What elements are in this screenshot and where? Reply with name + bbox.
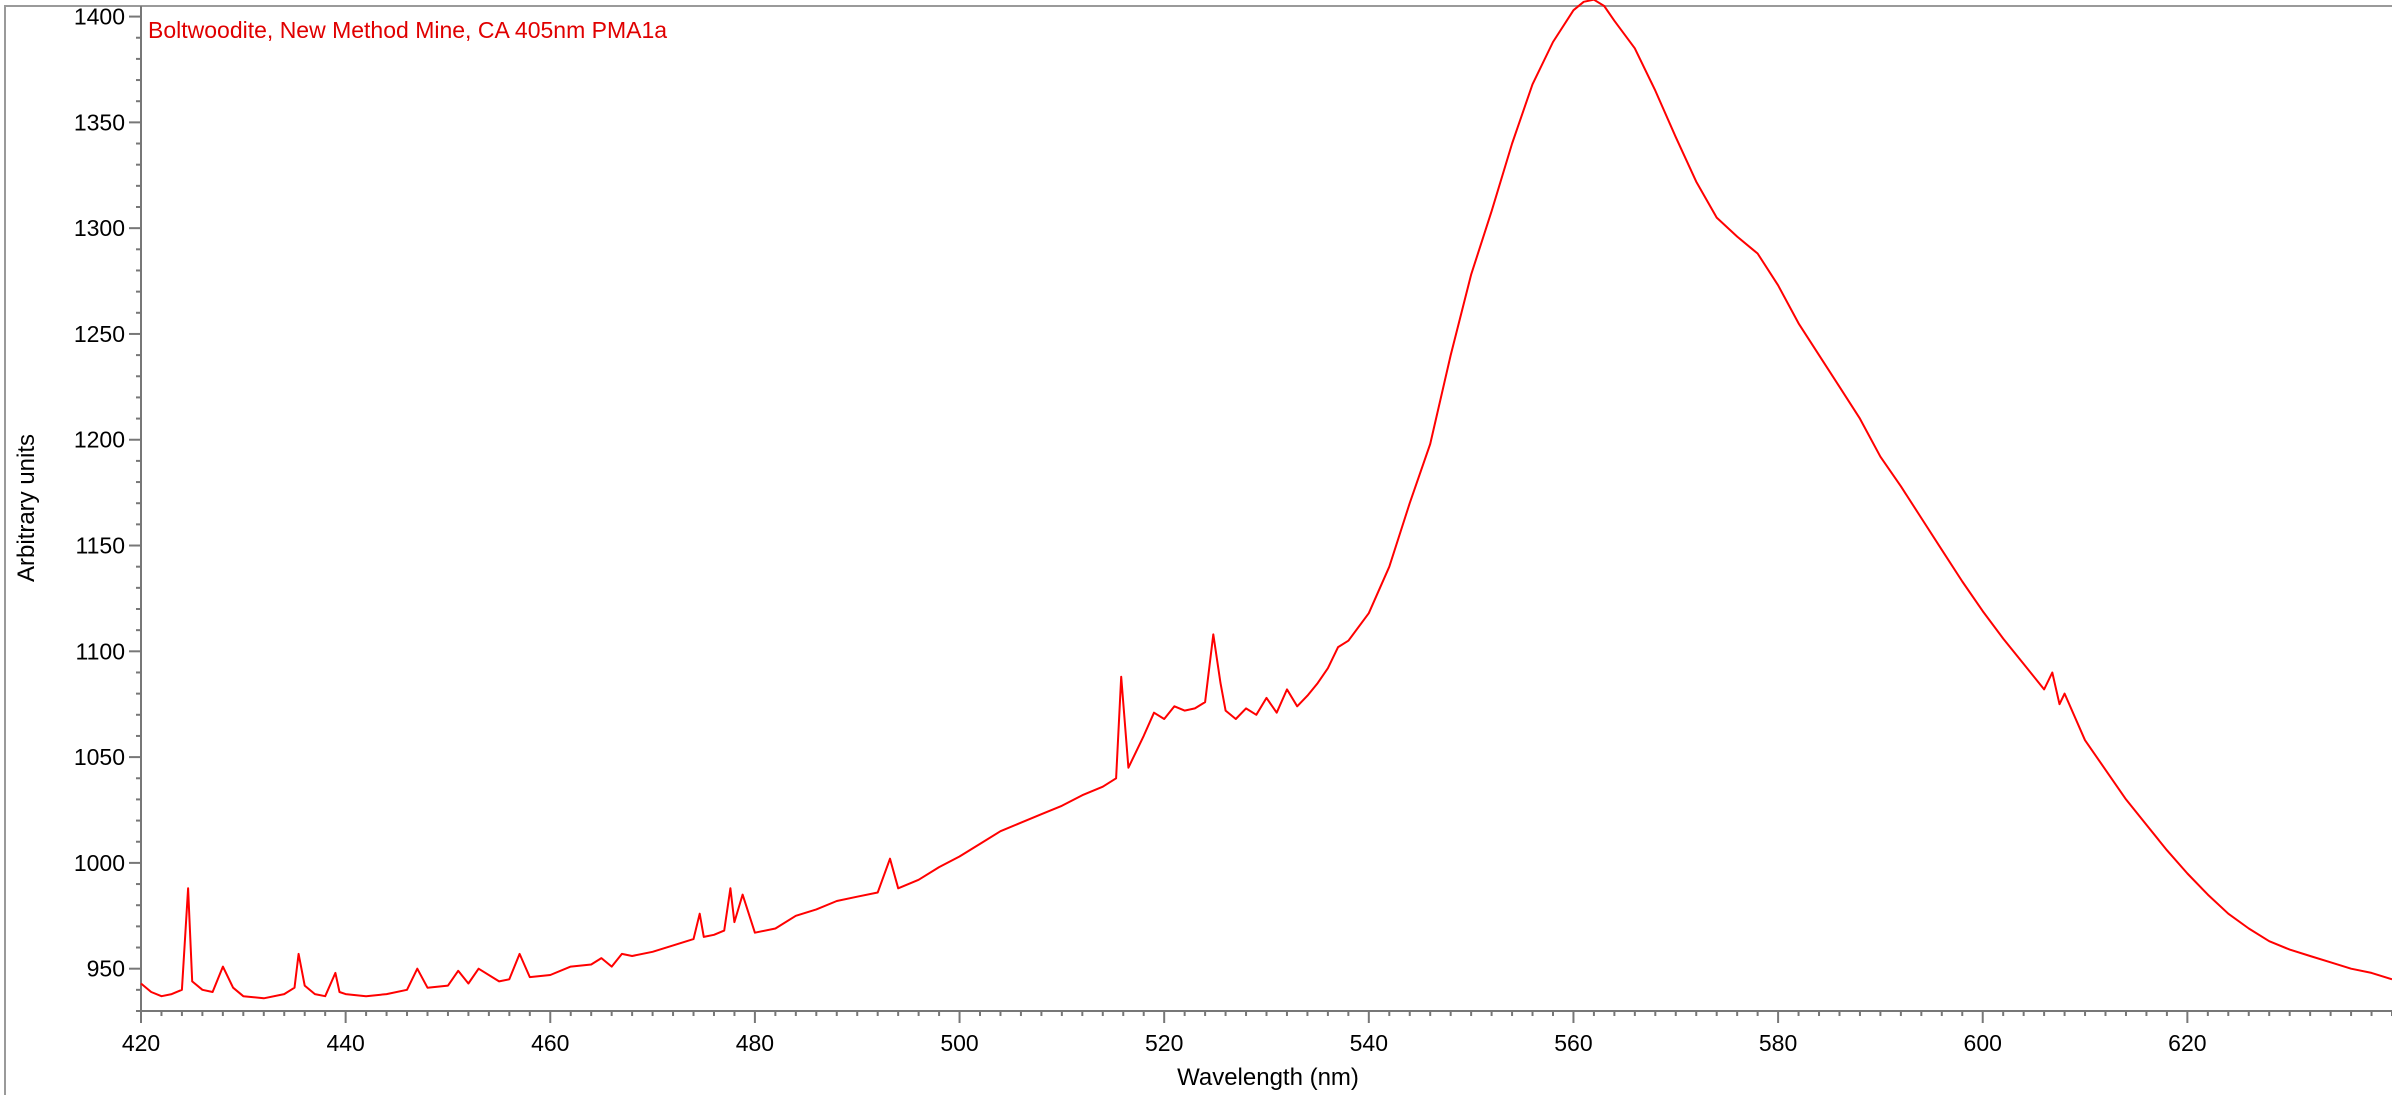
x-tick-label: 500 [940, 1030, 978, 1056]
x-axis-label: Wavelength (nm) [1177, 1064, 1359, 1091]
x-tick-label: 480 [736, 1030, 774, 1056]
y-tick-label: 1150 [76, 533, 125, 559]
x-axis: 420 440 460 480 500 520 540 560 580 600 620 [122, 1010, 2392, 1056]
x-tick-label: 460 [531, 1030, 569, 1056]
x-tick-label: 420 [122, 1030, 160, 1056]
y-tick-label: 1350 [74, 109, 125, 135]
y-tick-label: 1100 [76, 638, 125, 664]
chart-title: Boltwoodite, New Method Mine, CA 405nm P… [148, 17, 667, 43]
y-tick-label: 1400 [74, 4, 125, 30]
y-axis: 950 1000 1050 1100 1150 1200 1250 1300 1350 1400 [74, 4, 142, 1012]
x-tick-label: 540 [1350, 1030, 1388, 1056]
x-tick-label: 560 [1554, 1030, 1592, 1056]
spectrum-series-line [140, 0, 2392, 1000]
x-tick-label: 520 [1145, 1030, 1183, 1056]
x-tick-label: 440 [326, 1030, 364, 1056]
y-tick-label: 1200 [74, 427, 125, 453]
y-tick-label: 1300 [74, 215, 125, 241]
y-tick-label: 950 [87, 956, 125, 982]
x-tick-label: 620 [2168, 1030, 2206, 1056]
x-tick-label: 600 [1964, 1030, 2002, 1056]
y-tick-label: 1250 [74, 321, 125, 347]
y-axis-label: Arbitrary units [13, 434, 40, 582]
x-tick-label: 580 [1759, 1030, 1797, 1056]
y-tick-label: 1000 [74, 850, 125, 876]
series-layer [140, 0, 2392, 1000]
y-tick-label: 1050 [74, 744, 125, 770]
